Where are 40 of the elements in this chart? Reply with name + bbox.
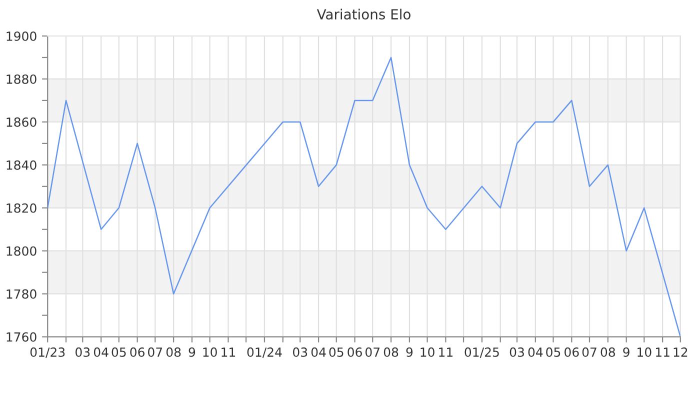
x-tick-label: 12 <box>674 347 688 357</box>
x-tick-label: 9 <box>406 347 413 357</box>
x-tick-label: 07 <box>582 347 596 357</box>
x-tick-label: 04 <box>311 347 326 357</box>
x-tick-label: 05 <box>546 347 560 357</box>
x-tick-label: 08 <box>166 347 181 357</box>
x-tick-label: 04 <box>528 347 543 357</box>
x-tick-label: 06 <box>348 347 362 357</box>
y-tick-label: 1900 <box>6 31 36 41</box>
x-tick-label: 01/23 <box>30 347 65 358</box>
y-tick-label: 1760 <box>6 332 36 342</box>
x-tick-label: 9 <box>623 347 630 357</box>
y-tick-label: 1880 <box>6 74 36 84</box>
y-tick-label: 1780 <box>6 289 36 299</box>
y-tick-label: 1820 <box>6 203 36 213</box>
x-tick-label: 9 <box>188 347 196 357</box>
x-tick-label: 03 <box>510 347 524 357</box>
y-tick-label: 1840 <box>6 160 36 170</box>
x-tick-label: 07 <box>148 347 162 357</box>
x-tick-label: 05 <box>112 347 126 357</box>
x-tick-label: 10 <box>638 347 652 357</box>
x-tick-label: 08 <box>600 347 616 357</box>
x-tick-label: 01/25 <box>464 347 499 358</box>
y-tick-label: 1860 <box>6 117 36 127</box>
x-tick-label: 10 <box>203 347 217 357</box>
x-tick-label: 07 <box>365 347 380 357</box>
x-tick-label: 06 <box>564 347 579 357</box>
x-tick-label: 03 <box>292 347 308 357</box>
x-tick-label: 04 <box>94 347 108 357</box>
x-tick-label: 03 <box>76 347 90 357</box>
x-tick-label: 11 <box>656 348 670 357</box>
x-tick-label: 11 <box>439 348 452 357</box>
chart-title: Variations Elo <box>316 8 410 20</box>
x-tick-label: 01/24 <box>247 347 282 358</box>
x-tick-label: 11 <box>222 348 236 357</box>
x-tick-label: 08 <box>384 347 398 357</box>
x-tick-label: 05 <box>329 347 344 357</box>
x-tick-label: 06 <box>130 347 144 357</box>
y-tick-label: 1800 <box>6 246 36 256</box>
x-tick-label: 10 <box>420 347 434 357</box>
